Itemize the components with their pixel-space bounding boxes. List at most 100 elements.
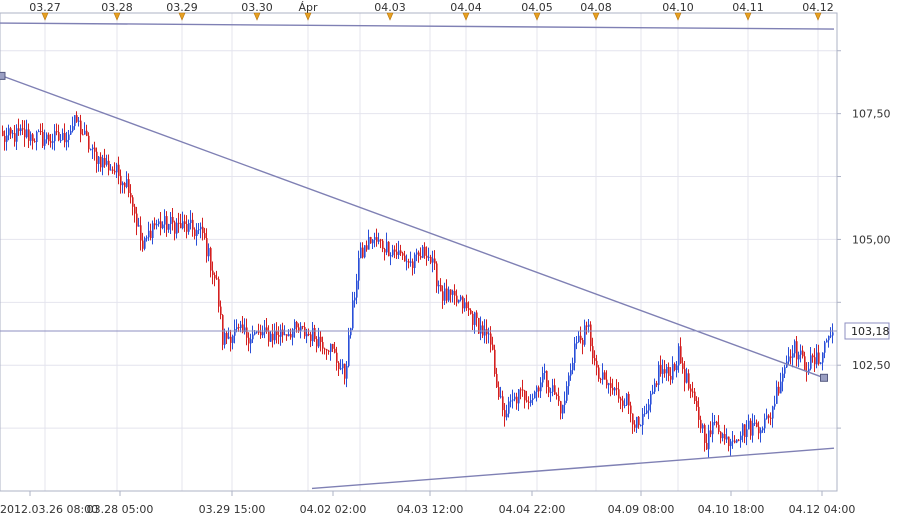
candle-body (508, 401, 510, 414)
candle-body (158, 221, 160, 225)
candle (124, 181, 126, 194)
candle-body (632, 413, 634, 425)
candle (144, 236, 146, 251)
candle-body (454, 290, 456, 296)
candle-body (114, 170, 116, 173)
candle (192, 212, 194, 237)
plot-frame (0, 12, 838, 492)
candle-body (68, 134, 70, 140)
candle (42, 123, 44, 148)
candle (352, 291, 354, 331)
candle-body (532, 398, 534, 401)
candle (622, 395, 624, 413)
candle (248, 332, 250, 352)
candle-body (668, 366, 670, 376)
candle-body (636, 416, 638, 428)
candle-body (750, 420, 752, 436)
candle-body (430, 256, 432, 263)
candle (434, 250, 436, 270)
candle-body (758, 426, 760, 434)
candle (652, 384, 654, 395)
candle (614, 386, 616, 396)
candle (802, 345, 804, 359)
candle-body (240, 324, 242, 328)
candle (354, 291, 356, 308)
candle (142, 232, 144, 252)
candle-body (776, 386, 778, 404)
candle-body (350, 328, 352, 336)
candle (80, 114, 82, 143)
candle (520, 387, 522, 400)
candle (438, 280, 440, 294)
candle (262, 325, 264, 339)
candle (338, 361, 340, 377)
candle (682, 357, 684, 374)
candle-body (254, 332, 256, 335)
candle-body (82, 134, 84, 136)
candle-body (56, 131, 58, 133)
candle (170, 211, 172, 234)
bottom-time-label: 04.12 04:00 (789, 503, 856, 516)
candle (530, 394, 532, 407)
candle-body (316, 339, 318, 347)
candle (650, 390, 652, 413)
candle (112, 166, 114, 174)
candle (378, 232, 380, 245)
candle-body (506, 413, 508, 418)
candle (626, 392, 628, 407)
candle (516, 392, 518, 410)
candle (196, 223, 198, 246)
candle-body (98, 156, 100, 164)
candle (86, 124, 88, 137)
candle (638, 416, 640, 429)
candle-body (306, 333, 308, 337)
candle-body (342, 363, 344, 369)
candle (302, 325, 304, 330)
candle-body (174, 222, 176, 234)
candle-body (502, 396, 504, 411)
bottom-time-label: 04.03 12:00 (397, 503, 464, 516)
candle-body (258, 331, 260, 333)
candle-body (132, 197, 134, 207)
candle (668, 362, 670, 382)
candle (158, 218, 160, 227)
candle (750, 418, 752, 440)
candle (30, 131, 32, 146)
candle (556, 392, 558, 400)
candle (54, 124, 56, 151)
candle-body (492, 344, 494, 350)
candle (468, 301, 470, 317)
top-date-label: 04.05 (521, 1, 553, 14)
candle-body (586, 325, 588, 327)
candle-body (808, 368, 810, 373)
candle-body (400, 250, 402, 254)
candle-body (728, 436, 730, 447)
candle (620, 396, 622, 410)
candle (648, 398, 650, 420)
candle (286, 334, 288, 341)
date-marker-icon (592, 12, 600, 21)
candle-body (340, 368, 342, 370)
date-marker-icon (814, 12, 822, 21)
candle-body (622, 400, 624, 406)
candle (166, 211, 168, 237)
candle (370, 236, 372, 244)
candle-body (66, 139, 68, 143)
candle (708, 424, 710, 459)
candle-body (138, 225, 140, 227)
candle (180, 213, 182, 229)
candle (726, 428, 728, 444)
candle-body (34, 141, 36, 143)
candle-body (22, 128, 24, 130)
candle (494, 344, 496, 377)
bottom-time-label: 04.02 02:00 (300, 503, 367, 516)
candle-body (684, 369, 686, 383)
candle (100, 152, 102, 172)
candle-body (78, 120, 80, 122)
candlestick-series (2, 111, 834, 459)
candle (128, 173, 130, 198)
candle (504, 402, 506, 427)
candle-body (366, 245, 368, 250)
candle-body (704, 425, 706, 443)
